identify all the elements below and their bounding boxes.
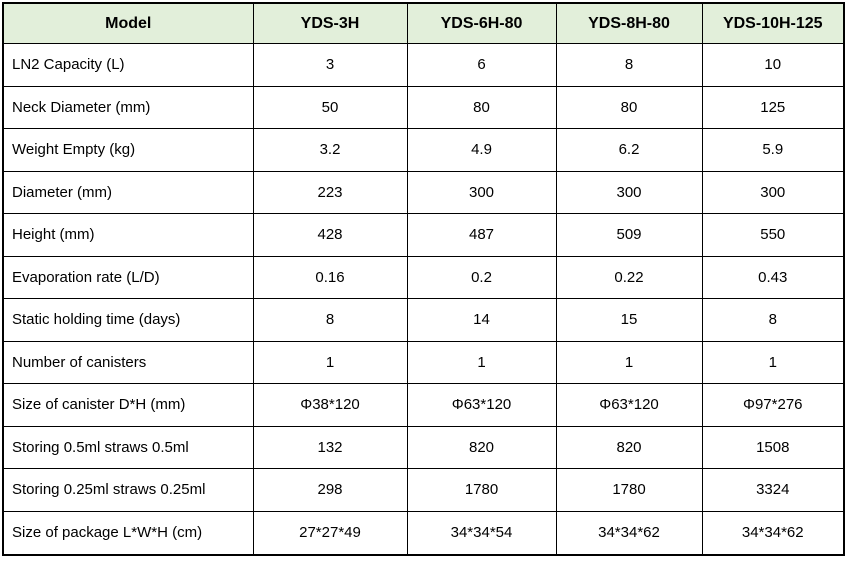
cell-value: 3 <box>252 43 408 87</box>
table-header: Model YDS-3H YDS-6H-80 YDS-8H-80 YDS-10H-125 <box>2 2 845 44</box>
column-header-yds-6h-80: YDS-6H-80 <box>406 2 557 44</box>
cell-value: 3324 <box>701 468 845 512</box>
row-label: Diameter (mm) <box>2 170 254 215</box>
cell-value: 8 <box>555 43 703 87</box>
row-label: Storing 0.25ml straws 0.25ml <box>2 468 254 512</box>
table-body: LN2 Capacity (L) 3 6 8 10 Neck Diameter (mm) 5… <box>2 43 845 556</box>
cell-value: 50 <box>252 85 408 130</box>
cell-value: 6 <box>406 43 557 87</box>
column-header-yds-8h-80: YDS-8H-80 <box>555 2 703 44</box>
table-row: Static holding time (days) 8 14 15 8 <box>2 298 845 342</box>
table-row: Storing 0.25ml straws 0.25ml 298 1780 1780 3… <box>2 468 845 512</box>
cell-value: 125 <box>701 85 845 130</box>
cell-value: 1780 <box>406 468 557 512</box>
cell-value: 8 <box>252 298 408 342</box>
cell-value: 820 <box>406 425 557 470</box>
table-row: Diameter (mm) 223 300 300 300 <box>2 170 845 215</box>
row-label: Size of package L*W*H (cm) <box>2 510 254 556</box>
table-row: LN2 Capacity (L) 3 6 8 10 <box>2 43 845 87</box>
cell-value: 80 <box>555 85 703 130</box>
table-row: Weight Empty (kg) 3.2 4.9 6.2 5.9 <box>2 128 845 172</box>
cell-value: 0.43 <box>701 255 845 300</box>
cell-value: 428 <box>252 213 408 257</box>
row-label: Height (mm) <box>2 213 254 257</box>
cell-value: 80 <box>406 85 557 130</box>
cell-value: 300 <box>555 170 703 215</box>
row-label: LN2 Capacity (L) <box>2 43 254 87</box>
cell-value: 6.2 <box>555 128 703 172</box>
row-label: Neck Diameter (mm) <box>2 85 254 130</box>
cell-value: 0.16 <box>252 255 408 300</box>
cell-value: 27*27*49 <box>252 510 408 556</box>
table-row: Size of package L*W*H (cm) 27*27*49 34*34*… <box>2 510 845 556</box>
cell-value: Φ97*276 <box>701 383 845 427</box>
row-label: Weight Empty (kg) <box>2 128 254 172</box>
table-row: Evaporation rate (L/D) 0.16 0.2 0.22 0.43 <box>2 255 845 300</box>
cell-value: 300 <box>406 170 557 215</box>
cell-value: 5.9 <box>701 128 845 172</box>
cell-value: 487 <box>406 213 557 257</box>
row-label: Number of canisters <box>2 340 254 385</box>
cell-value: 0.2 <box>406 255 557 300</box>
row-label: Static holding time (days) <box>2 298 254 342</box>
cell-value: Φ38*120 <box>252 383 408 427</box>
column-header-yds-10h-125: YDS-10H-125 <box>701 2 845 44</box>
cell-value: 3.2 <box>252 128 408 172</box>
cell-value: 132 <box>252 425 408 470</box>
cell-value: 1508 <box>701 425 845 470</box>
cell-value: Φ63*120 <box>555 383 703 427</box>
column-header-yds-3h: YDS-3H <box>252 2 408 44</box>
cell-value: 15 <box>555 298 703 342</box>
table-row: Storing 0.5ml straws 0.5ml 132 820 820 1508 <box>2 425 845 470</box>
cell-value: 1 <box>701 340 845 385</box>
row-label: Size of canister D*H (mm) <box>2 383 254 427</box>
cell-value: 8 <box>701 298 845 342</box>
cell-value: 0.22 <box>555 255 703 300</box>
cell-value: 820 <box>555 425 703 470</box>
column-header-model: Model <box>2 2 254 44</box>
cell-value: 14 <box>406 298 557 342</box>
cell-value: Φ63*120 <box>406 383 557 427</box>
cell-value: 34*34*62 <box>701 510 845 556</box>
cell-value: 298 <box>252 468 408 512</box>
cell-value: 1 <box>406 340 557 385</box>
cell-value: 34*34*62 <box>555 510 703 556</box>
cell-value: 550 <box>701 213 845 257</box>
row-label: Evaporation rate (L/D) <box>2 255 254 300</box>
row-label: Storing 0.5ml straws 0.5ml <box>2 425 254 470</box>
table-row: Size of canister D*H (mm) Φ38*120 Φ63*120 Φ… <box>2 383 845 427</box>
cell-value: 300 <box>701 170 845 215</box>
cell-value: 1780 <box>555 468 703 512</box>
table-row: Height (mm) 428 487 509 550 <box>2 213 845 257</box>
cell-value: 34*34*54 <box>406 510 557 556</box>
cell-value: 10 <box>701 43 845 87</box>
cell-value: 223 <box>252 170 408 215</box>
cell-value: 4.9 <box>406 128 557 172</box>
cell-value: 509 <box>555 213 703 257</box>
cell-value: 1 <box>555 340 703 385</box>
header-row: Model YDS-3H YDS-6H-80 YDS-8H-80 YDS-10H-125 <box>2 2 845 44</box>
table-row: Neck Diameter (mm) 50 80 80 125 <box>2 85 845 130</box>
table-row: Number of canisters 1 1 1 1 <box>2 340 845 385</box>
cell-value: 1 <box>252 340 408 385</box>
